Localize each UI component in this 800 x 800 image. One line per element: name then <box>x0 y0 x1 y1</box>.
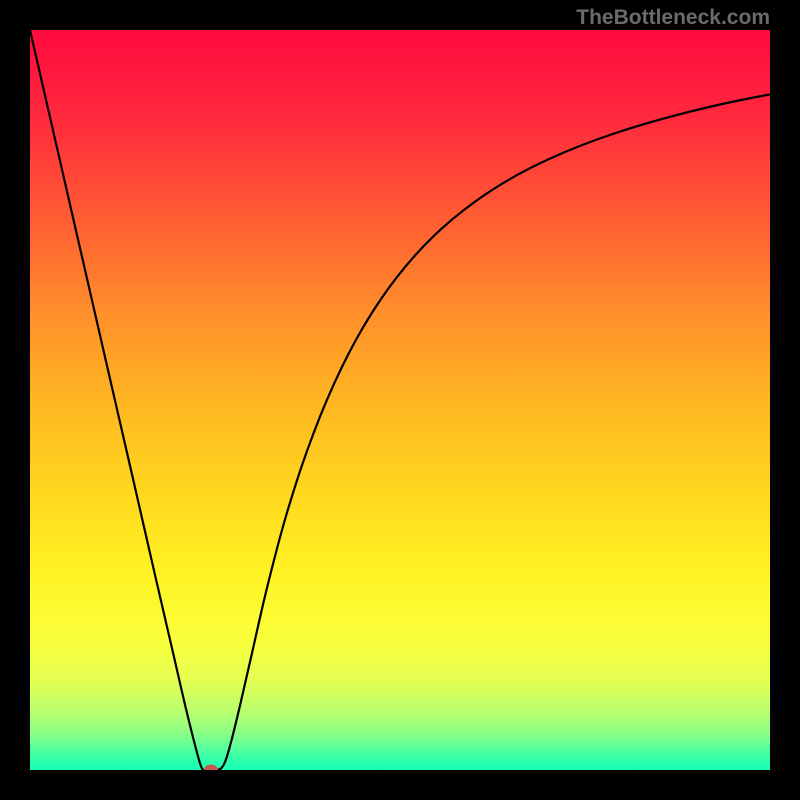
plot-area <box>30 30 770 770</box>
gradient-background <box>30 30 770 770</box>
chart-frame: TheBottleneck.com <box>0 0 800 800</box>
watermark-text: TheBottleneck.com <box>576 6 770 30</box>
